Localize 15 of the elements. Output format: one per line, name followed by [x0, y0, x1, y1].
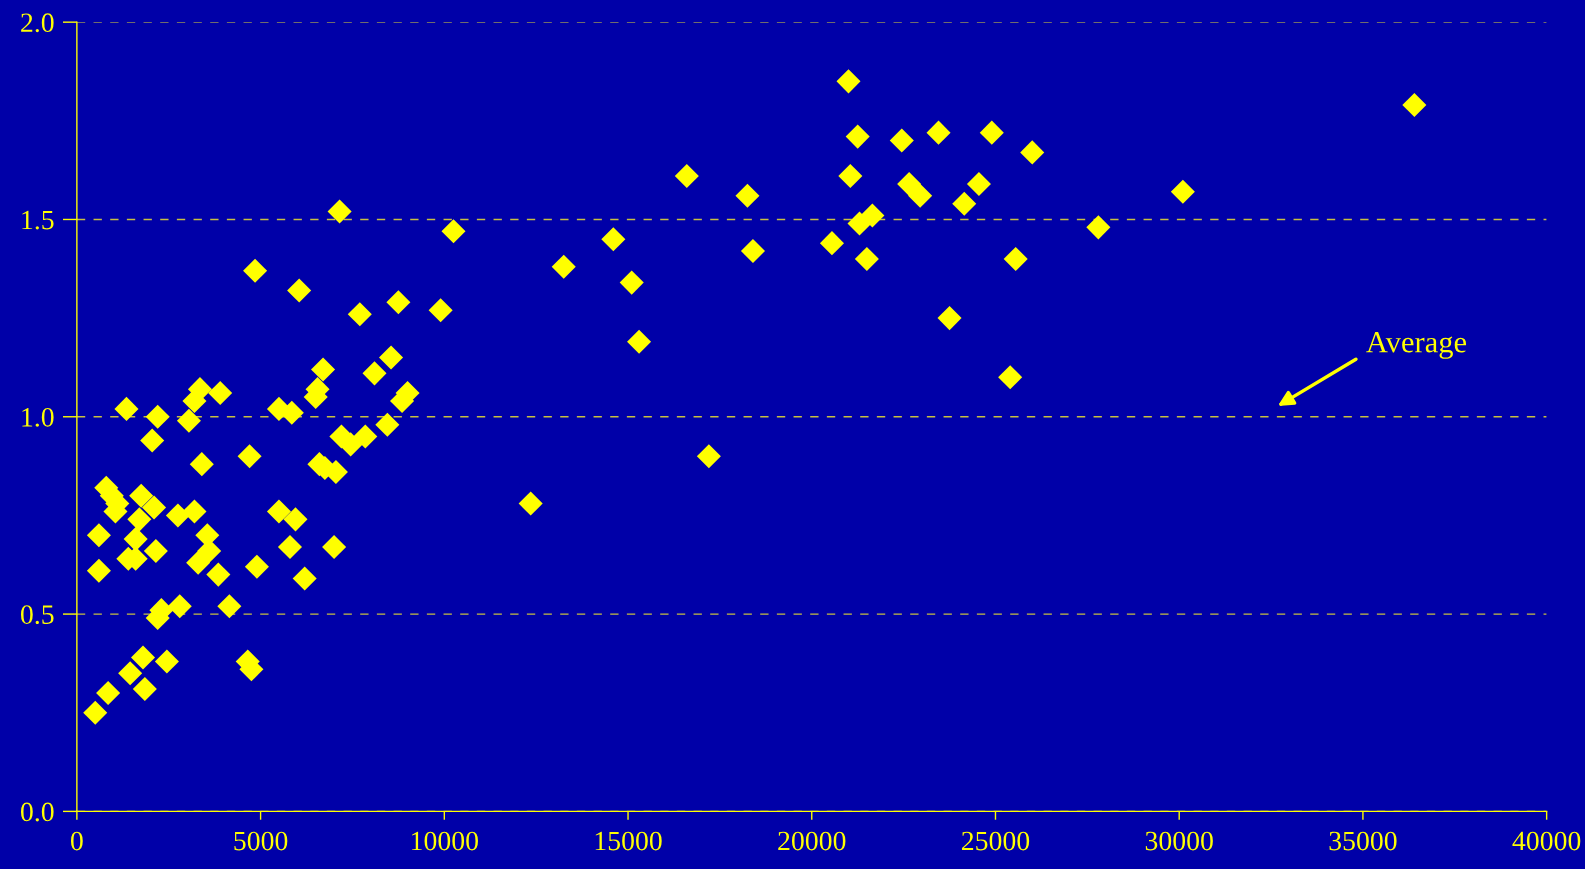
y-tick-label: 0.5 [20, 605, 54, 625]
x-tick-label: 10000 [412, 831, 478, 851]
x-tick-label: 40000 [1512, 831, 1581, 851]
annotation: Average [1366, 332, 1467, 359]
y-tick-label: 2.0 [21, 13, 54, 33]
x-tick-label: 5000 [234, 831, 288, 851]
y-tick-label: 1.5 [22, 210, 54, 230]
y-tick-label: 1.0 [22, 407, 54, 427]
x-tick-label: 20000 [778, 831, 846, 851]
x-tick-label: 35000 [1329, 831, 1397, 851]
x-tick-label: 15000 [595, 831, 662, 851]
y-tick-label: 0.0 [20, 802, 54, 822]
x-tick-label: 30000 [1145, 831, 1213, 851]
x-tick-label: 25000 [961, 831, 1030, 851]
x-tick-label: 0 [70, 831, 83, 851]
